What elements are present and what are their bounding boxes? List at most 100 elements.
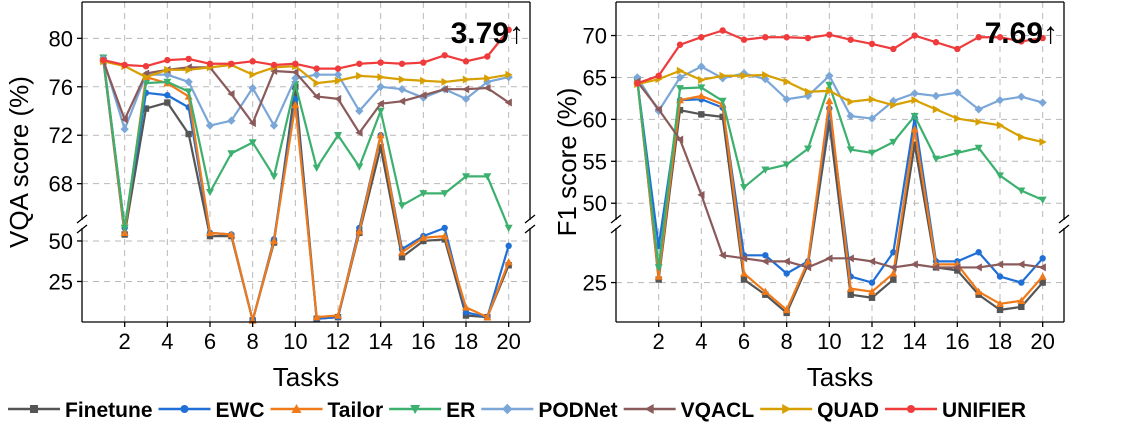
series-line-segment	[913, 263, 938, 269]
data-point	[398, 75, 406, 84]
series-line-segment	[102, 59, 126, 67]
legend-marker	[291, 404, 302, 413]
series-line-segment	[977, 263, 1002, 269]
series-line-segment	[998, 305, 1023, 311]
data-point	[356, 71, 364, 80]
x-tick-label: 16	[411, 329, 435, 354]
series-line-segment	[166, 57, 190, 62]
series-line-segment	[123, 63, 148, 68]
data-point	[675, 73, 685, 82]
series-line-segment	[913, 98, 938, 111]
data-point	[826, 119, 833, 126]
x-tick-label: 18	[988, 329, 1012, 354]
data-point	[868, 287, 876, 295]
data-point	[227, 230, 236, 238]
data-point	[505, 262, 512, 269]
data-point	[420, 237, 427, 245]
data-point	[227, 90, 235, 99]
series-line-segment	[230, 86, 254, 122]
series-line-segment	[806, 257, 831, 269]
data-point	[312, 313, 321, 321]
series-line-segment	[849, 293, 874, 299]
series-line-segment	[785, 80, 810, 93]
data-point	[419, 233, 428, 241]
axis-break-mark	[76, 224, 88, 234]
data-point	[867, 114, 877, 123]
series-line-segment	[102, 60, 126, 68]
data-point	[1018, 132, 1026, 141]
series-line-segment	[443, 78, 468, 84]
series-line-segment	[956, 91, 980, 111]
data-point	[697, 62, 706, 71]
legend-item-vqacl: VQACL	[623, 399, 754, 422]
data-point	[932, 263, 940, 272]
series-line-segment	[443, 235, 468, 309]
data-point	[782, 257, 790, 266]
series-line-segment	[230, 60, 254, 65]
series-line-segment	[956, 117, 980, 124]
series-line-segment	[315, 134, 340, 170]
series-line-segment	[379, 75, 404, 81]
data-point	[890, 101, 898, 110]
series-line-segment	[358, 102, 382, 134]
series-line-segment	[998, 275, 1023, 284]
data-point	[846, 254, 854, 263]
data-point	[825, 81, 834, 90]
x-tick-label: 20	[496, 329, 520, 354]
legend-marker	[644, 404, 654, 414]
series-line-segment	[721, 103, 746, 275]
series-line-segment	[956, 251, 980, 263]
y-tick-label: 25	[583, 271, 607, 296]
data-point	[846, 111, 855, 121]
legend-label: QUAD	[817, 399, 879, 422]
legend-marker	[30, 405, 38, 413]
series-line-segment	[187, 90, 212, 194]
data-point	[761, 257, 769, 266]
series-line-segment	[358, 61, 382, 65]
data-point	[698, 75, 706, 84]
data-point	[377, 59, 384, 66]
data-point	[868, 279, 876, 286]
series-line-segment	[315, 316, 340, 320]
data-point	[483, 313, 492, 321]
data-point	[269, 121, 279, 130]
data-point	[227, 116, 236, 125]
legend-item-finetune: Finetune	[8, 399, 153, 422]
x-tick-label: 4	[695, 329, 707, 354]
series-line-segment	[742, 278, 767, 296]
legend-item-ewc: EWC	[158, 399, 265, 422]
data-point	[676, 85, 684, 93]
legend-item-unifier: UNIFIER	[885, 399, 1026, 422]
data-point	[462, 309, 470, 316]
data-point	[825, 96, 834, 105]
data-point	[697, 190, 705, 199]
data-point	[184, 77, 193, 87]
data-point	[505, 26, 512, 34]
data-point	[847, 291, 854, 298]
data-point	[676, 135, 684, 144]
legend-label: PODNet	[538, 399, 617, 422]
data-point	[484, 74, 492, 83]
data-point	[142, 62, 150, 70]
data-point	[228, 60, 235, 67]
data-point	[996, 299, 1004, 308]
series-line-segment	[785, 263, 810, 315]
series-line-segment	[294, 65, 318, 85]
series-line-segment	[678, 65, 703, 79]
data-point	[334, 94, 342, 103]
series-line-segment	[892, 92, 916, 103]
data-point	[355, 106, 364, 116]
series-line-segment	[742, 257, 767, 263]
legend: Finetune EWC Tailor ER PODNet VQACL QUAD UNIFIE…	[8, 399, 1026, 422]
data-point	[954, 267, 961, 274]
data-point	[740, 71, 748, 80]
x-tick-label: 8	[781, 329, 793, 354]
data-point	[484, 53, 491, 60]
series-line-segment	[123, 72, 148, 121]
series-line-segment	[1020, 263, 1044, 269]
data-point	[206, 232, 214, 240]
series-line-segment	[208, 119, 233, 127]
data-point	[910, 89, 919, 98]
legend-marker	[502, 403, 513, 415]
